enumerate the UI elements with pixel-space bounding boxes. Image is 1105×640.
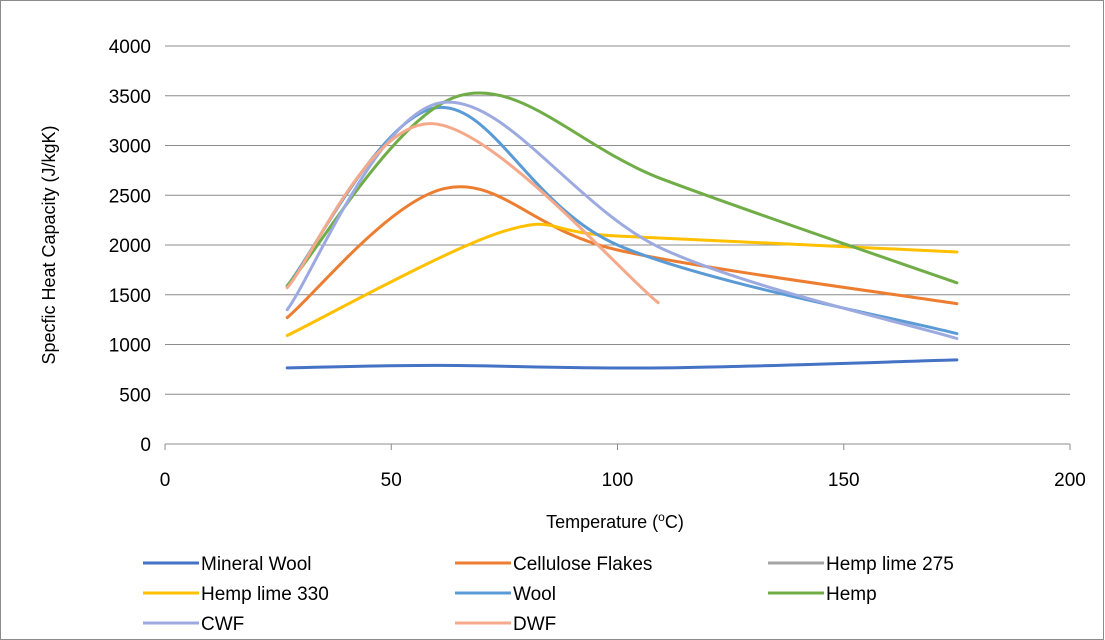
y-tick-label: 1500 (109, 286, 151, 307)
x-axis-title-sup: o (658, 510, 665, 524)
legend-label-dwf: DWF (513, 614, 556, 632)
series-line-hemp-lime-330 (285, 222, 959, 337)
x-tick-label: 200 (1054, 470, 1086, 491)
series-line-cwf (285, 100, 959, 340)
x-tick-label: 0 (160, 470, 171, 491)
series-line-dwf (285, 122, 660, 305)
y-tick-label: 4000 (109, 37, 151, 58)
x-axis-title-unit: C) (665, 512, 684, 532)
legend-label-wool: Wool (513, 584, 556, 605)
legend: Mineral Wool Cellulose Flakes Hemp lime 27… (143, 554, 954, 632)
y-tick-label: 0 (140, 435, 151, 456)
x-tick-labels: 0 50 100 150 200 (160, 444, 1086, 491)
legend-label-mineral-wool: Mineral Wool (201, 554, 312, 575)
y-tick-label: 1000 (109, 336, 151, 357)
legend-label-hemp-lime-275: Hemp lime 275 (826, 554, 954, 575)
y-tick-labels: 0 500 1000 1500 2000 2500 3000 3500 4000 (109, 37, 151, 456)
x-tick-label: 100 (602, 470, 634, 491)
x-axis-title: Temperature (oC) (546, 510, 684, 532)
y-tick-label: 3500 (109, 87, 151, 108)
x-tick-label: 150 (828, 470, 860, 491)
y-tick-label: 3000 (109, 137, 151, 158)
series-line-hemp (285, 91, 959, 288)
legend-label-hemp: Hemp (826, 584, 877, 605)
y-tick-label: 2500 (109, 186, 151, 207)
legend-label-cwf: CWF (201, 614, 244, 632)
legend-label-cellulose-flakes: Cellulose Flakes (513, 554, 652, 575)
y-tick-label: 500 (119, 385, 151, 406)
series-lines (285, 91, 959, 370)
x-tick-label: 50 (381, 470, 402, 491)
y-tick-label: 2000 (109, 236, 151, 257)
series-line-cellulose-flakes (285, 185, 959, 320)
series-line-mineral-wool (285, 358, 959, 370)
y-axis-title: Specfic Heat Capacity (J/kgK) (39, 125, 59, 364)
legend-label-hemp-lime-330: Hemp lime 330 (201, 584, 329, 605)
x-axis-title-main: Temperature ( (546, 512, 658, 532)
gridlines (165, 45, 1070, 395)
